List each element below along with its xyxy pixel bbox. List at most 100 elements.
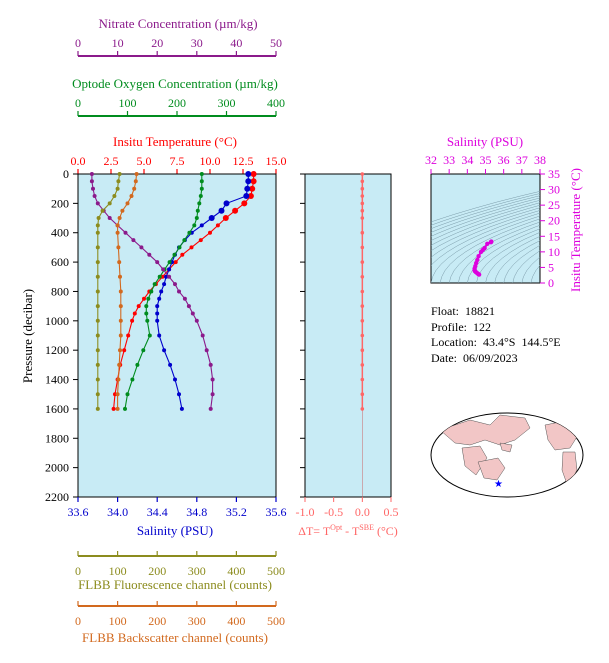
oxygen-point — [152, 282, 157, 287]
fluorescence-point — [95, 333, 100, 338]
pressure-tick-label: 400 — [51, 226, 69, 240]
oxygen-point — [172, 252, 177, 257]
salinity-point — [155, 318, 160, 323]
backscatter-tick-label: 400 — [227, 614, 245, 628]
oxygen-point — [199, 179, 204, 184]
density-contour — [521, 256, 540, 283]
temperature-point — [241, 200, 248, 207]
backscatter-tick-label: 500 — [267, 614, 285, 628]
nitrate-point — [155, 260, 160, 265]
nitrate-tick-label: 0 — [75, 36, 81, 50]
temperature-point — [122, 348, 127, 353]
oxygen-axis-label: Optode Oxygen Concentration (µm/kg) — [72, 76, 278, 91]
ts-salinity-tick-label: 34 — [461, 153, 473, 167]
backscatter-point — [116, 245, 121, 250]
temperature-point — [208, 230, 212, 235]
fluorescence-point — [95, 318, 100, 323]
ts-salinity-tick-label: 32 — [425, 153, 437, 167]
temperature-point — [132, 311, 137, 316]
profile-panel — [77, 173, 277, 498]
oxygen-point — [194, 216, 199, 220]
fluorescence-point — [95, 245, 100, 250]
fluorescence-point — [96, 216, 101, 220]
ts-salinity-label: Salinity (PSU) — [447, 134, 523, 149]
temperature-point — [249, 185, 256, 192]
backscatter-point — [115, 392, 120, 397]
ts-point — [485, 241, 490, 246]
oxygen-point — [167, 260, 172, 265]
backscatter-axis-label: FLBB Backscatter channel (counts) — [82, 630, 268, 645]
oxygen-point — [145, 318, 150, 323]
salinity-point — [218, 207, 225, 214]
fluorescence-point — [116, 179, 121, 184]
fluorescence-axis: 0 100 200 300 400 500 FLBB Fluorescence chann… — [75, 551, 285, 592]
salinity-point — [162, 282, 167, 287]
fluorescence-point — [95, 406, 100, 411]
ts-temperature-tick-label: 30 — [548, 183, 560, 197]
salinity-point — [179, 406, 184, 411]
temperature-point — [136, 304, 141, 309]
float-id: Float: 18821 — [431, 304, 496, 318]
salinity-point — [164, 274, 169, 279]
density-contour — [458, 224, 540, 283]
backscatter-point — [118, 333, 123, 338]
profile-series — [89, 171, 257, 411]
nitrate-point — [182, 296, 187, 301]
oxygen-axis: Optode Oxygen Concentration (µm/kg) 0 100… — [72, 76, 285, 117]
backscatter-point — [134, 172, 139, 176]
backscatter-point — [115, 230, 120, 235]
oxygen-tick-label: 0 — [75, 96, 81, 110]
fluorescence-point — [100, 208, 105, 213]
density-contour — [476, 232, 540, 283]
oxygen-tick-label: 400 — [267, 96, 285, 110]
temperature-tick-label: 5.0 — [137, 154, 152, 168]
salinity-point — [208, 215, 215, 221]
pressure-tick-label: 0 — [63, 167, 69, 181]
density-contour — [431, 200, 540, 237]
nitrate-point — [139, 245, 144, 250]
nitrate-point — [107, 216, 112, 220]
temperature-point — [198, 238, 203, 243]
backscatter-point — [125, 201, 130, 206]
oxygen-point — [198, 194, 203, 198]
fluorescence-tick-label: 0 — [75, 564, 81, 578]
delta-t-tick-label: 0.0 — [355, 505, 370, 519]
fluorescence-tick-label: 100 — [109, 564, 127, 578]
fluorescence-point — [95, 289, 100, 294]
backscatter-point — [118, 274, 122, 279]
pressure-axis-label: Pressure (decibar) — [20, 289, 35, 383]
temperature-tick-label: 12.5 — [233, 154, 254, 168]
ts-point — [478, 249, 484, 255]
nitrate-point — [89, 179, 94, 184]
oxygen-point — [177, 245, 182, 250]
density-contour — [431, 207, 540, 252]
nitrate-point — [89, 172, 94, 176]
fluorescence-point — [95, 260, 100, 265]
temperature-point — [142, 296, 146, 301]
ts-series — [472, 239, 494, 277]
salinity-point — [155, 304, 160, 309]
backscatter-point — [132, 186, 137, 191]
temperature-tick-label: 15.0 — [266, 154, 287, 168]
density-contour — [439, 218, 540, 283]
temperature-point — [232, 207, 239, 214]
oxygen-point — [157, 274, 162, 279]
location: Location: 43.4°S 144.5°E — [431, 335, 561, 349]
oxygen-point — [197, 201, 202, 206]
nitrate-point — [123, 230, 128, 235]
date: Date: 06/09/2023 — [431, 350, 518, 365]
density-contour — [512, 250, 540, 283]
backscatter-point — [117, 216, 122, 220]
temperature-point — [180, 252, 185, 257]
backscatter-point — [117, 260, 122, 265]
temperature-axis: Insitu Temperature (°C) 0.0 2.5 5.0 7.5 10.0… — [71, 134, 287, 174]
fluorescence-point — [95, 377, 100, 382]
fluorescence-tick-label: 500 — [267, 564, 285, 578]
salinity-point — [157, 333, 162, 338]
oxygen-point — [144, 311, 149, 316]
ts-temperature-tick-label: 25 — [548, 198, 560, 212]
backscatter-point — [118, 348, 122, 353]
world-map: ★ — [430, 412, 584, 498]
backscatter-point — [120, 208, 125, 213]
density-contour — [431, 204, 540, 246]
